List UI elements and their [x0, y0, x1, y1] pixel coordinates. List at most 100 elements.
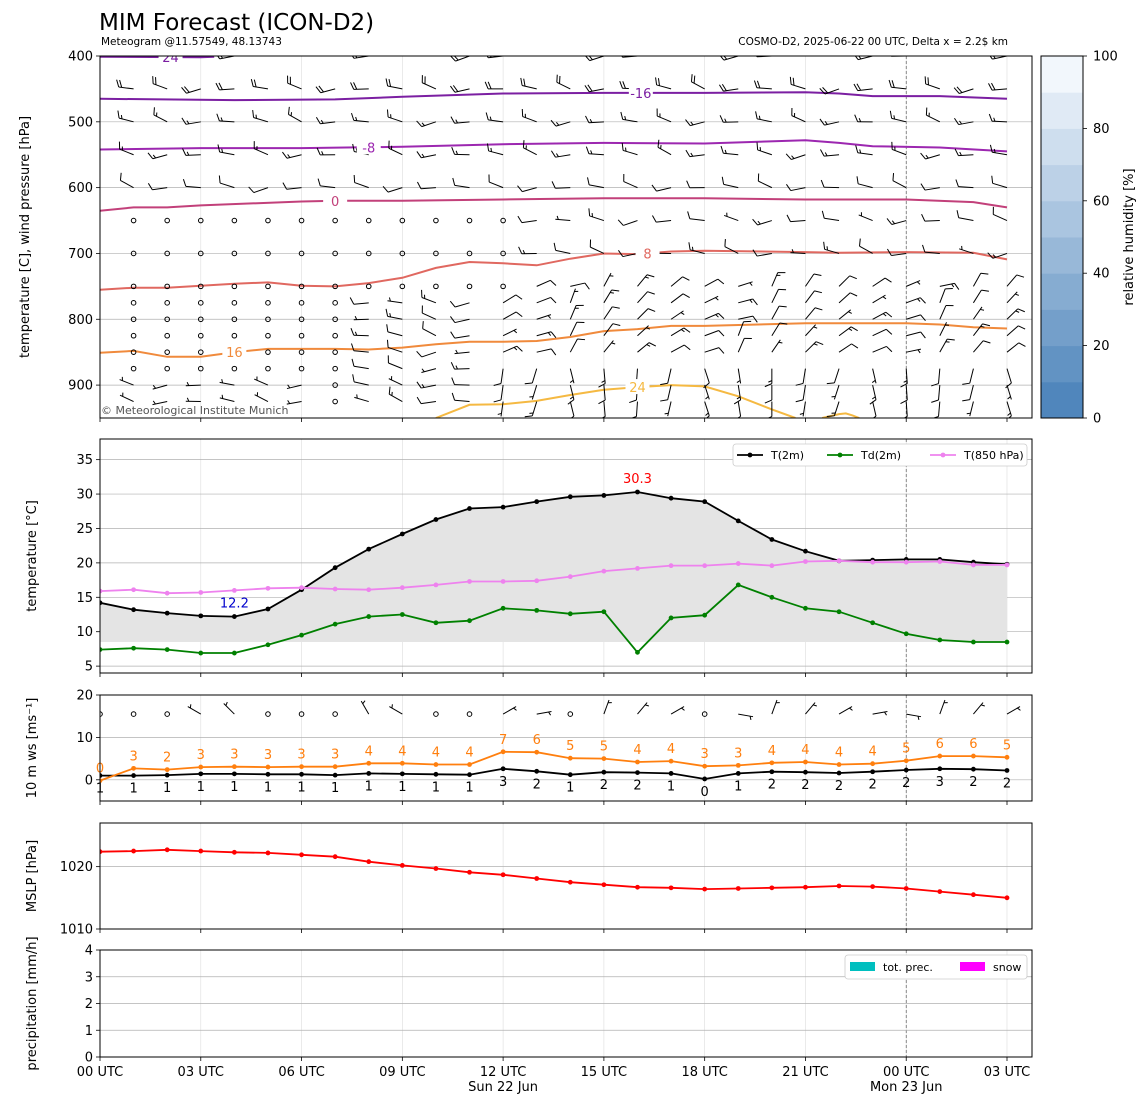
upper_air-barb-2-16-shaft — [622, 118, 638, 123]
wind10m-series-0-point-15 — [601, 769, 607, 775]
temperature-series-2-point-17 — [668, 563, 674, 569]
upper_air-barb-8-10-half-1 — [424, 294, 426, 299]
upper_air-barb-4-1-shaft — [120, 179, 134, 189]
wind10m-series-line-1 — [100, 750, 1008, 782]
upper_air-barb-2-21-half-1 — [794, 113, 796, 117]
upper_air-barb-6-18-half-1 — [691, 246, 694, 251]
upper_air-barb-4-27 — [991, 175, 1008, 189]
upper_air-barb-5-4 — [231, 217, 238, 224]
upper_air-barb-4-2-feather-0 — [147, 183, 153, 191]
wind10m-series-line-0 — [100, 767, 1008, 780]
upper_air-barb-1-17-feather-1 — [657, 78, 660, 86]
upper_air-barb-10-17-feather-0 — [683, 327, 691, 333]
upper_air-barb-14-9 — [388, 386, 403, 402]
upper_air-barb-8-5 — [265, 300, 271, 306]
upper_air-barb-13-22 — [831, 384, 840, 400]
upper_air-barb-10-10 — [422, 321, 437, 337]
upper_air-barb-0-14-feather-1 — [556, 44, 561, 52]
upper_air-barb-10-11-shaft — [454, 335, 470, 339]
upper_air-barb-2-12 — [485, 112, 504, 123]
upper_air-barb-11-11-half-0 — [455, 349, 459, 354]
upper_air-barb-7-1 — [130, 283, 137, 290]
upper_air-barb-11-12-half-1 — [513, 347, 518, 351]
upper_air-barb-5-19 — [723, 212, 739, 222]
upper_air-barb-3-12-shaft — [488, 150, 504, 156]
upper_air-barb-5-16-shaft — [623, 220, 638, 226]
upper_air-barb-7-19 — [738, 281, 753, 287]
upper_air-barb-8-2 — [164, 300, 170, 306]
upper_air-isotherm-label-4: 8 — [643, 247, 651, 262]
upper_air-barb-1-9-feather-0 — [385, 78, 389, 87]
upper_air-ytick-label-2: 600 — [68, 181, 93, 196]
upper_air-barb-1-7-feather-1 — [318, 85, 324, 93]
wind10m-series-0-point-4 — [231, 771, 237, 777]
wind10m-barb-2 — [164, 711, 170, 717]
upper_air-barb-14-3-half-0 — [186, 397, 190, 402]
upper_air-barb-2-6 — [287, 106, 302, 123]
upper_air-barb-6-23-shaft — [859, 245, 873, 254]
upper_air-barb-2-17-shaft — [657, 115, 672, 123]
upper_air-barb-14-21 — [799, 401, 806, 417]
upper_air-barb-11-15 — [603, 340, 616, 353]
upper_air-barb-2-9-half-1 — [390, 114, 392, 119]
upper_air-barb-10-9 — [386, 324, 403, 337]
upper_air-barb-12-8 — [351, 358, 369, 370]
temperature-series-0-point-8 — [366, 546, 372, 552]
wind10m-barb-3 — [187, 704, 202, 715]
upper_air-barb-13-27 — [1006, 384, 1012, 400]
upper_air-barb-12-11-half-1 — [455, 365, 458, 370]
upper_air-ytick-label-3: 700 — [68, 247, 93, 262]
wind10m-barb-15-shaft — [603, 699, 610, 715]
colorbar-band-2 — [1041, 309, 1083, 347]
upper_air-barb-10-0-feather-0 — [82, 329, 85, 336]
upper_air-barb-1-18-shaft — [691, 81, 705, 90]
wind10m-gust-label-2: 2 — [163, 751, 171, 766]
upper_air-barb-8-17 — [670, 293, 690, 304]
wind10m-barb-20-shaft — [771, 699, 778, 715]
upper_air-barb-0-13-feather-1 — [522, 47, 526, 54]
upper_air-barb-3-6 — [282, 151, 302, 159]
upper_air-barb-7-18-feather-0 — [717, 278, 725, 285]
upper_air-barb-1-24-shaft — [891, 86, 907, 90]
upper_air-barb-10-7 — [332, 332, 338, 339]
upper_air-barb-4-7-shaft — [320, 185, 336, 189]
upper_air-barb-8-11-feather-0 — [449, 300, 456, 308]
upper_air-isotherm-label-bg-4 — [635, 245, 660, 261]
temperature-shaded-area — [100, 492, 1007, 642]
colorbar-tick-label-3: 60 — [1093, 194, 1110, 209]
upper_air-barb-0-26-shaft — [959, 56, 974, 57]
upper_air-barb-1-21-shaft — [790, 83, 806, 90]
upper_air-barb-9-18-half-1 — [715, 314, 719, 318]
upper_air-barb-13-26-feather-0 — [962, 399, 970, 402]
upper_air-barb-10-24 — [906, 331, 926, 339]
wind10m-barb-22-half-0 — [849, 707, 853, 711]
upper_air-barb-11-18 — [704, 347, 725, 354]
upper_air-barb-4-14-feather-0 — [551, 181, 556, 189]
upper_air-barb-4-5 — [248, 186, 269, 194]
upper_air-barb-14-8-shaft — [354, 396, 369, 403]
upper_air-barb-6-26 — [958, 245, 974, 254]
wind10m-series-1-point-16 — [635, 759, 640, 765]
time-label-8: 00 UTC — [883, 1065, 929, 1080]
upper_air-barb-14-25-shaft — [938, 401, 941, 417]
upper_air-barb-1-13 — [520, 77, 537, 90]
upper_air-barb-11-17-shaft — [670, 344, 685, 353]
upper_air-barb-5-14-shaft — [555, 218, 571, 222]
upper_air-barb-5-14 — [555, 215, 571, 222]
colorbar-tick-label-2: 40 — [1093, 267, 1110, 282]
upper_air-barb-2-23-half-1 — [858, 118, 862, 122]
upper_air-barb-11-18-shaft — [704, 347, 720, 353]
upper_air-barb-2-22-feather-0 — [819, 118, 825, 126]
upper_air-barb-10-1 — [130, 332, 137, 339]
upper_air-barb-3-24-shaft — [892, 148, 907, 156]
upper_air-barb-2-1-half-1 — [120, 114, 123, 119]
upper_air-barb-10-12-shaft — [502, 328, 517, 337]
upper_air-barb-9-17-shaft — [670, 310, 684, 320]
upper_air-barb-12-14-half-0 — [569, 379, 574, 383]
upper_air-barb-0-13-feather-0 — [519, 47, 523, 54]
temperature-series-1-point-3 — [198, 650, 204, 656]
temperature-series-0-point-21 — [803, 548, 808, 554]
wind10m-barb-8-shaft — [360, 700, 370, 715]
upper_air-barb-12-15-half-1 — [601, 380, 606, 383]
